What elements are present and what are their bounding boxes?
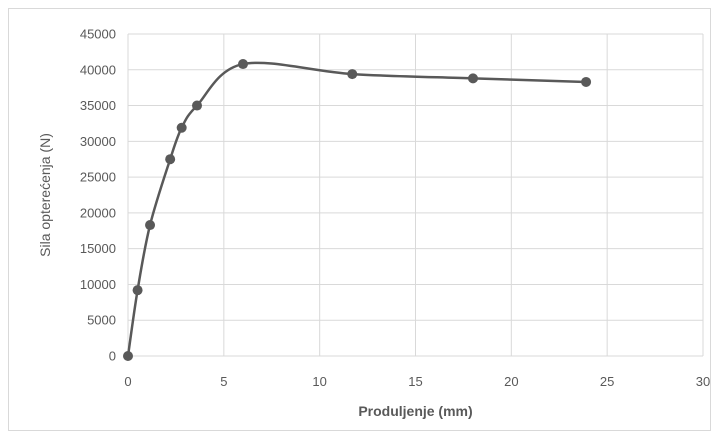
data-point [468,73,478,84]
y-axis-title: Sila opterećenja (N) [37,133,53,257]
x-tick-label: 20 [504,374,518,389]
y-tick-label: 20000 [80,205,116,220]
data-point [132,285,143,296]
data-point [581,76,592,87]
data-point [123,351,133,361]
y-tick-label: 15000 [80,241,116,256]
x-tick-label: 0 [124,374,131,389]
x-tick-label: 25 [600,374,614,389]
data-point [238,59,248,70]
x-tick-label: 30 [696,374,710,389]
y-tick-label: 0 [109,349,116,364]
y-tick-label: 30000 [80,134,116,149]
y-tick-labels: 0 5000 10000 15000 20000 25000 30000 35000 40000… [80,27,116,364]
x-tick-labels: 0 5 10 15 20 25 30 [124,374,710,389]
y-tick-label: 40000 [80,62,116,77]
data-point [192,100,202,111]
y-tick-label: 45000 [80,27,116,42]
x-tick-label: 10 [312,374,326,389]
y-tick-label: 5000 [87,313,116,328]
data-points [123,59,592,361]
y-tick-label: 10000 [80,277,116,292]
data-point [165,154,176,165]
x-tick-label: 5 [220,374,227,389]
x-axis-title: Produljenje (mm) [358,403,472,419]
data-point [176,122,187,133]
data-point [145,220,156,231]
chart-frame [8,8,711,431]
data-point [347,69,358,80]
y-tick-label: 35000 [80,98,116,113]
y-tick-label: 25000 [80,170,116,185]
grid-layer [127,33,704,357]
x-tick-label: 15 [408,374,422,389]
